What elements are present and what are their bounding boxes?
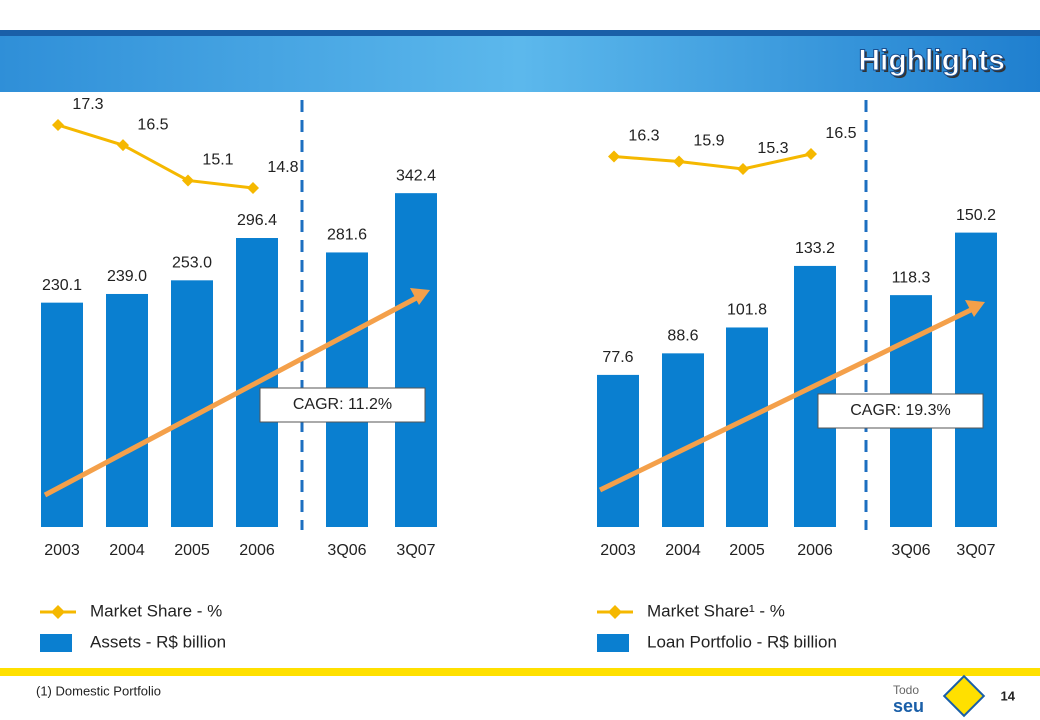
trend-arrow — [43, 292, 424, 498]
value-label: 150.2 — [956, 207, 996, 224]
legend-swatch — [597, 634, 629, 652]
trend-arrow — [598, 304, 979, 493]
x-tick-label: 2004 — [109, 542, 145, 559]
value-label: 133.2 — [795, 240, 835, 257]
page-number: 14 — [1001, 688, 1016, 703]
line-marker — [117, 139, 129, 152]
value-label: 296.4 — [237, 212, 277, 229]
value-label: 14.8 — [267, 159, 298, 176]
value-label: 17.3 — [72, 96, 103, 113]
legend-swatch — [40, 634, 72, 652]
value-label: 253.0 — [172, 255, 212, 272]
line-marker — [247, 182, 259, 194]
annotation: CAGR: 11.2% — [293, 396, 392, 413]
x-tick-label: 3Q06 — [327, 542, 366, 559]
footnote: (1) Domestic Portfolio — [36, 683, 161, 698]
value-label: 15.3 — [757, 140, 788, 157]
x-tick-label: 2005 — [729, 542, 765, 559]
line — [613, 152, 812, 171]
legend-label: Loan Portfolio - R$ billion — [647, 632, 837, 651]
value-label: 15.9 — [693, 133, 724, 150]
x-tick-label: 2003 — [44, 542, 80, 559]
logo-text: seu — [893, 696, 924, 716]
legend-label: Market Share¹ - % — [647, 601, 785, 620]
value-label: 16.5 — [825, 125, 856, 142]
bar — [955, 232, 997, 527]
bar — [41, 302, 83, 527]
header-band — [0, 30, 1040, 92]
value-label: 16.3 — [628, 128, 659, 145]
value-label: 342.4 — [396, 167, 436, 184]
legend-label: Market Share - % — [90, 601, 222, 620]
x-tick-label: 3Q07 — [396, 542, 435, 559]
footer-band — [0, 668, 1040, 676]
bar — [106, 293, 148, 527]
line-marker — [673, 155, 685, 168]
value-label: 118.3 — [892, 269, 931, 286]
value-label: 15.1 — [202, 152, 233, 169]
x-tick-label: 3Q07 — [956, 542, 995, 559]
line-marker — [805, 148, 817, 160]
line — [57, 123, 254, 190]
logo-text: Todo — [893, 683, 919, 697]
annotation: CAGR: 19.3% — [850, 402, 950, 419]
x-tick-label: 2003 — [600, 542, 636, 559]
bar — [597, 374, 639, 527]
legend-swatch — [608, 605, 622, 619]
bar — [395, 193, 437, 527]
bar — [171, 280, 213, 527]
logo-mark — [942, 674, 986, 718]
annotation-box — [259, 387, 426, 423]
value-label: 281.6 — [327, 227, 367, 244]
value-label: 230.1 — [42, 277, 82, 294]
legend-swatch — [51, 605, 65, 619]
legend-label: Assets - R$ billion — [90, 632, 226, 651]
line-marker — [608, 150, 620, 163]
x-tick-label: 2004 — [665, 542, 701, 559]
x-tick-label: 3Q06 — [891, 542, 930, 559]
header-edge — [0, 30, 1040, 36]
x-tick-label: 2006 — [239, 542, 275, 559]
value-label: 77.6 — [602, 349, 633, 366]
value-label: 16.5 — [137, 116, 168, 133]
line-marker — [737, 163, 749, 175]
title-shadow: Highlights — [860, 46, 1007, 79]
value-label: 88.6 — [667, 328, 698, 345]
line-marker — [52, 119, 64, 131]
arrow-head — [410, 288, 430, 305]
title: Highlights — [858, 44, 1005, 77]
arrow-head — [965, 300, 985, 317]
annotation-box — [817, 393, 984, 429]
x-tick-label: 2006 — [797, 542, 833, 559]
line-marker — [182, 174, 194, 187]
x-tick-label: 2005 — [174, 542, 210, 559]
value-label: 101.8 — [727, 302, 767, 319]
value-label: 239.0 — [107, 268, 147, 285]
